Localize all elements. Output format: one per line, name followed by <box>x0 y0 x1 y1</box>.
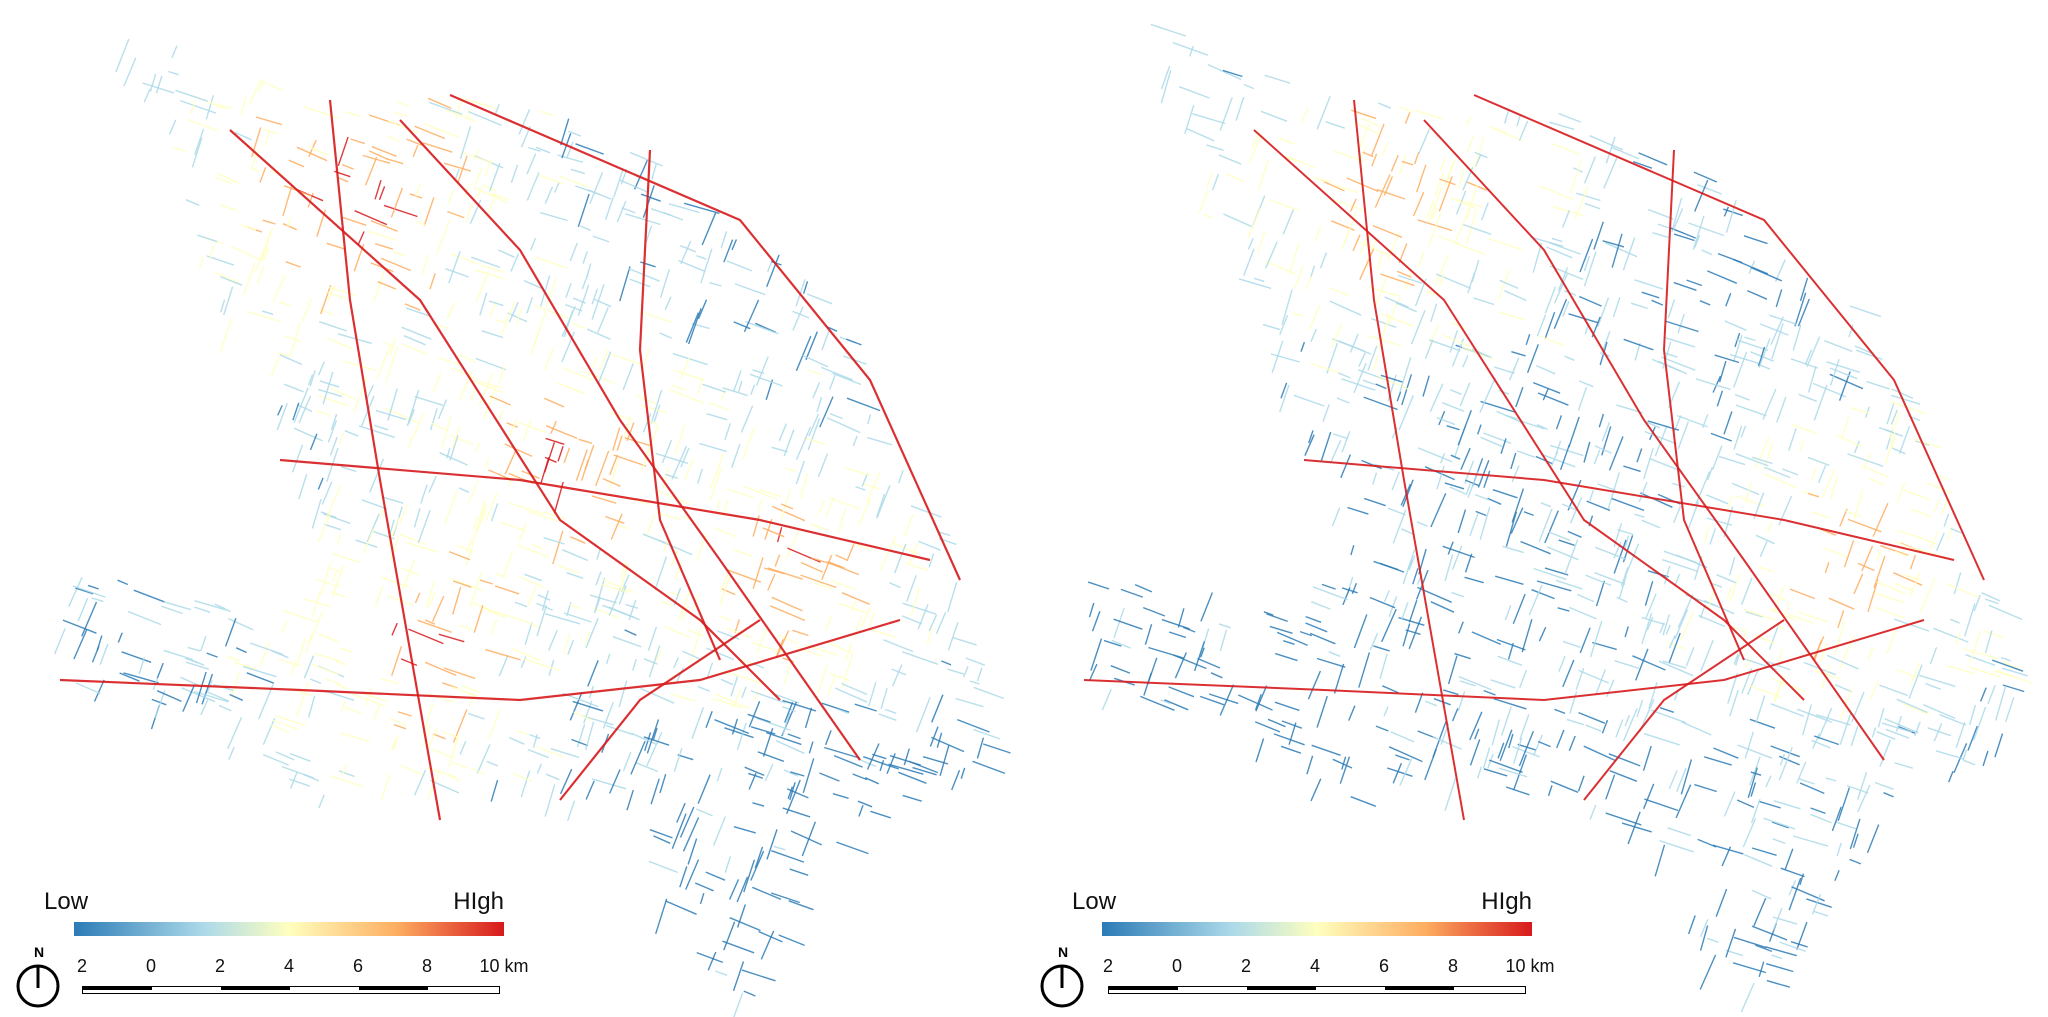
scale-tick-label: 2 <box>214 956 226 976</box>
street-network-map <box>54 38 1011 1017</box>
arterial-road <box>1253 129 1805 701</box>
street-segments <box>1087 23 2032 1013</box>
scale-tick-label: 8 <box>1447 956 1459 976</box>
north-arrow-icon: N <box>1040 944 1088 1010</box>
legend-low-label: Low <box>44 888 89 915</box>
north-arrow-icon: N <box>16 944 64 1010</box>
scale-tick-label: 0 <box>145 956 157 976</box>
legend-color-ramp <box>1102 922 1532 936</box>
map-panel-left: Low HIgh N 2 0 2 4 6 8 10 km <box>16 38 1011 1017</box>
arterial-road <box>59 618 901 702</box>
legend-low-label: Low <box>1072 888 1117 915</box>
compass-circle-icon <box>16 964 60 1008</box>
arterial-road <box>638 149 722 661</box>
arterial-road <box>279 458 931 562</box>
compass-circle-icon <box>1040 964 1084 1008</box>
arterial-road <box>1423 119 1885 761</box>
legend-color-ramp <box>74 922 504 936</box>
arterial-road <box>1583 619 1785 801</box>
scale-tick-label: 4 <box>1309 956 1321 976</box>
scale-tick-label: 2 <box>1240 956 1252 976</box>
scale-tick-label: 6 <box>1378 956 1390 976</box>
scale-bar-segments <box>1108 986 1526 994</box>
legend-high-label: HIgh <box>1481 888 1532 915</box>
scale-bar: 2 0 2 4 6 8 10 km <box>1103 956 1555 996</box>
arterial-road <box>1083 619 1925 702</box>
scale-tick-label: 4 <box>283 956 295 976</box>
arterial-road <box>1473 94 1985 581</box>
arterial-roads <box>1083 94 1985 821</box>
arterial-road <box>559 619 761 801</box>
arterial-road <box>1303 459 1955 561</box>
arterial-road <box>1353 99 1465 821</box>
scale-tick-label: 10 km <box>479 956 529 976</box>
map-panel-right: Low HIgh 2 0 2 4 6 8 10 km <box>1024 0 2048 1017</box>
arterial-roads <box>59 93 962 821</box>
arterial-road <box>449 93 962 581</box>
color-legend: Low HIgh <box>44 888 504 936</box>
street-network-map <box>1083 23 2032 1013</box>
arterial-road <box>399 119 861 761</box>
scale-bar-segments <box>82 986 500 994</box>
scale-tick-label: 0 <box>1171 956 1183 976</box>
color-legend: Low HIgh <box>1072 888 1532 936</box>
scale-tick-label: 2 <box>76 956 88 976</box>
arterial-road <box>229 129 781 701</box>
arterial-road <box>328 99 442 821</box>
scale-bar: 2 0 2 4 6 8 10 km <box>77 956 529 996</box>
arterial-road <box>1662 149 1745 661</box>
legend-high-label: HIgh <box>453 888 504 915</box>
scale-tick-label: 6 <box>352 956 364 976</box>
scale-tick-label: 2 <box>1102 956 1114 976</box>
scale-tick-label: 10 km <box>1505 956 1555 976</box>
street-segments <box>54 38 1011 1017</box>
scale-tick-label: 8 <box>421 956 433 976</box>
